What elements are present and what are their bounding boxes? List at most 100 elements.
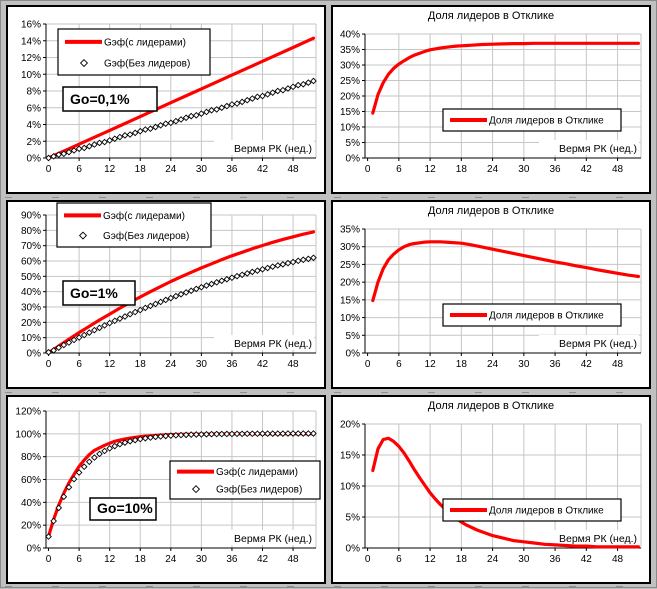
- legend-swatch-diamond-icon: [79, 59, 89, 68]
- chart-svg: 0 6 12 18 24 30 36 42 48 0% 10% 20% 30% 40% 50% 60% 70% 8…: [6, 200, 326, 389]
- diamond-marker-icon: [208, 280, 215, 288]
- diamond-marker-icon: [60, 150, 68, 158]
- chart-panel-leaders-share-2[interactable]: 0 6 12 18 24 30 36 42 48 0% 5% 10% 15% 20% 25% 30% 35% Ве…: [331, 200, 651, 389]
- diamond-marker-icon: [101, 138, 108, 146]
- x-axis-title-box: [214, 140, 314, 155]
- x-tick-label: 48: [612, 359, 624, 370]
- diamond-marker-icon: [269, 89, 277, 97]
- y-tick-label: 80%: [21, 226, 41, 237]
- x-tick-label: 24: [165, 164, 177, 175]
- chart-panel-go-0.1pct[interactable]: 0 6 12 18 24 30 36 42 48 0% 2% 4% 6% 8% 10% 12% 14% 16% Ве…: [6, 5, 326, 194]
- chart-panel-go-1pct[interactable]: 0 6 12 18 24 30 36 42 48 0% 10% 20% 30% 40% 50% 60% 70% 8…: [6, 200, 326, 389]
- diamond-marker-icon: [208, 106, 215, 114]
- diamond-marker-icon: [254, 430, 261, 438]
- chart-panel-go-10pct[interactable]: 0 6 12 18 24 30 36 42 48 0% 20% 40% 60% 80% 100% 120% Ве…: [6, 395, 326, 584]
- diamond-marker-icon: [85, 142, 93, 150]
- diamond-marker-icon: [142, 304, 149, 312]
- y-tick-label: 20%: [21, 318, 41, 329]
- diamond-marker-icon: [111, 135, 119, 143]
- chart-svg: 0 6 12 18 24 30 36 42 48 0% 5% 10% 15% 20% 25% 30% 35% Ве…: [331, 200, 651, 389]
- diamond-marker-icon: [157, 433, 164, 440]
- diamond-marker-icon: [305, 255, 312, 263]
- diamond-marker-icon: [50, 152, 57, 160]
- diamond-marker-icon: [284, 259, 292, 267]
- legend-label: Gэф(с лидерами): [216, 466, 298, 478]
- y-tick-label: 35%: [340, 45, 360, 56]
- chart-panel-leaders-share-3[interactable]: 0 6 12 18 24 30 36 42 48 0% 5% 10% 15% 20% Вермя РК (н…: [331, 395, 651, 584]
- x-tick-label: 36: [226, 164, 238, 175]
- diamond-marker-icon: [126, 437, 134, 445]
- diamond-marker-icon: [248, 268, 256, 276]
- y-tick-label: 25%: [340, 76, 360, 87]
- diamond-marker-icon: [203, 108, 210, 116]
- y-tick-label: 2%: [27, 137, 42, 148]
- diamond-marker-icon: [289, 430, 297, 437]
- diamond-marker-icon: [91, 141, 98, 148]
- legend-label: Gэф(Без лидеров): [216, 484, 302, 496]
- x-tick-label: 0: [365, 359, 371, 370]
- diamond-marker-icon: [223, 102, 231, 110]
- legend-box: [442, 108, 622, 132]
- diamond-marker-icon: [55, 504, 63, 512]
- diamond-marker-icon: [243, 430, 251, 438]
- x-axis-title-box: [539, 335, 639, 350]
- diamond-marker-icon: [167, 294, 175, 302]
- diamond-marker-icon: [91, 454, 98, 461]
- chart-svg: 0 6 12 18 24 30 36 42 48 0% 20% 40% 60% 80% 100% 120% Ве…: [6, 395, 326, 584]
- diamond-marker-icon: [243, 96, 251, 104]
- diamond-marker-icon: [213, 430, 220, 438]
- diamond-marker-icon: [131, 129, 139, 137]
- x-tick-label: 18: [135, 164, 147, 175]
- x-axis-title-box: [539, 140, 639, 155]
- chart-title: Доля лидеров в Отклике: [428, 10, 554, 22]
- x-tick-label: 18: [456, 164, 468, 175]
- y-tick-label: 25%: [340, 260, 360, 271]
- x-tick-label: 30: [518, 164, 530, 175]
- x-tick-label: 6: [76, 359, 82, 370]
- diamond-marker-icon: [147, 302, 154, 310]
- diamond-marker-icon: [45, 154, 52, 162]
- x-tick-label: 12: [425, 164, 437, 175]
- go-label-box: [62, 86, 158, 112]
- x-tick-label: 12: [104, 359, 116, 370]
- diamond-marker-icon: [192, 111, 200, 119]
- diamond-marker-icon: [136, 127, 144, 135]
- series-markers: [45, 430, 317, 540]
- x-tick-label: 18: [135, 359, 147, 370]
- x-tick-label: 0: [46, 554, 52, 565]
- legend-swatch-diamond-icon: [191, 485, 201, 494]
- diamond-marker-icon: [182, 431, 190, 439]
- diamond-marker-icon: [70, 336, 78, 344]
- diamond-marker-icon: [198, 110, 205, 117]
- x-tick-label: 24: [165, 359, 177, 370]
- diamond-marker-icon: [142, 434, 149, 442]
- diamond-marker-icon: [228, 274, 236, 282]
- y-tick-label: 20%: [21, 521, 41, 532]
- diamond-marker-icon: [126, 131, 134, 138]
- x-axis-title: Вермя РК (нед.): [234, 338, 312, 350]
- x-axis-title: Вермя РК (нед.): [234, 143, 312, 155]
- diamond-marker-icon: [45, 533, 52, 540]
- diamond-marker-icon: [162, 120, 170, 127]
- chart-frame: [331, 395, 651, 584]
- diamond-marker-icon: [284, 430, 292, 437]
- diamond-marker-icon: [121, 132, 129, 139]
- x-tick-label: 24: [487, 359, 499, 370]
- diamond-marker-icon: [274, 87, 282, 95]
- diamond-marker-icon: [45, 348, 52, 356]
- diamond-marker-icon: [177, 116, 185, 123]
- y-tick-label: 100%: [15, 429, 41, 440]
- x-tick-label: 42: [257, 359, 269, 370]
- diamond-marker-icon: [310, 77, 317, 85]
- diamond-marker-icon: [187, 112, 195, 120]
- diamond-marker-icon: [294, 430, 302, 437]
- x-tick-label: 36: [226, 554, 238, 565]
- diamond-marker-icon: [259, 265, 266, 273]
- diamond-marker-icon: [233, 430, 241, 438]
- diamond-marker-icon: [157, 298, 164, 306]
- chart-panel-leaders-share-1[interactable]: 0 6 12 18 24 30 36 42 48 0% 5% 10% 15% 20% 25% 30% 35% 40…: [331, 5, 651, 194]
- y-tick-label: 0%: [346, 349, 361, 360]
- y-tick-label: 20%: [340, 278, 360, 289]
- y-tick-label: 0%: [27, 349, 42, 360]
